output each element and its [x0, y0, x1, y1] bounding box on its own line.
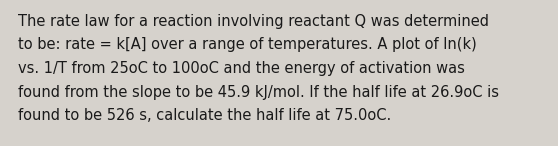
Text: found to be 526 s, calculate the half life at 75.0oC.: found to be 526 s, calculate the half li…	[18, 108, 391, 123]
Text: vs. 1/T from 25oC to 100oC and the energy of activation was: vs. 1/T from 25oC to 100oC and the energ…	[18, 61, 465, 76]
Text: The rate law for a reaction involving reactant Q was determined: The rate law for a reaction involving re…	[18, 14, 489, 29]
Text: found from the slope to be 45.9 kJ/mol. If the half life at 26.9oC is: found from the slope to be 45.9 kJ/mol. …	[18, 85, 499, 100]
Text: to be: rate = k[A] over a range of temperatures. A plot of ln(k): to be: rate = k[A] over a range of tempe…	[18, 38, 477, 53]
